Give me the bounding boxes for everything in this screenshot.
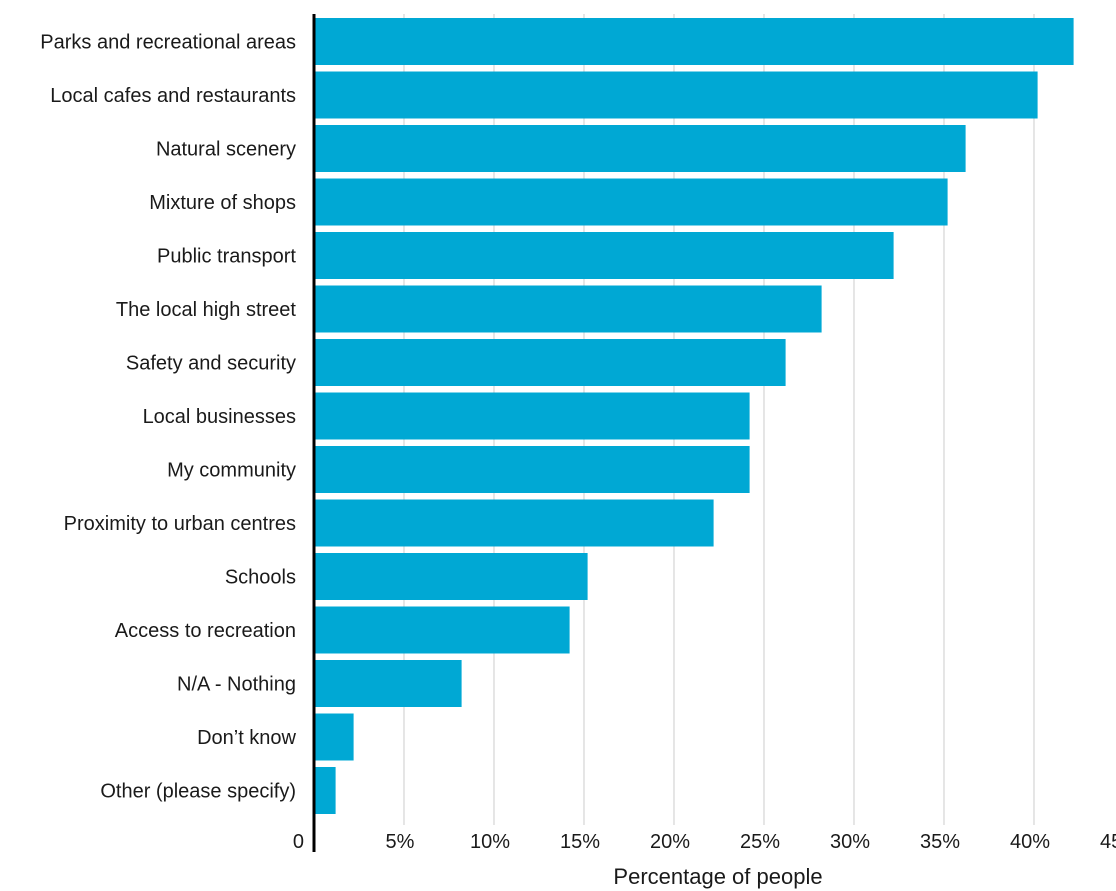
- bar: [314, 18, 1074, 65]
- category-label: My community: [167, 460, 296, 482]
- category-label: Public transport: [157, 246, 296, 268]
- category-label: Schools: [225, 567, 296, 589]
- bar: [314, 339, 786, 386]
- bar: [314, 71, 1038, 119]
- x-tick-label: 0: [293, 831, 304, 853]
- category-label: N/A - Nothing: [177, 674, 296, 696]
- bar: [314, 446, 750, 493]
- category-labels: Parks and recreational areas Local cafes …: [40, 32, 296, 803]
- category-label: Don’t know: [197, 727, 296, 749]
- category-label: Natural scenery: [156, 139, 296, 161]
- bar: [314, 125, 966, 172]
- bar: [314, 285, 822, 333]
- bar: [314, 606, 570, 654]
- x-tick-label: 40%: [1010, 831, 1050, 853]
- category-label: Local cafes and restaurants: [50, 85, 296, 107]
- x-tick-label: 15%: [560, 831, 600, 853]
- x-tick-label: 30%: [830, 831, 870, 853]
- category-label: The local high street: [116, 299, 297, 321]
- x-tick-label: 5%: [386, 831, 415, 853]
- bar: [314, 767, 336, 814]
- bar: [314, 178, 948, 226]
- bar: [314, 392, 750, 440]
- x-tick-label: 35%: [920, 831, 960, 853]
- x-tick-label: 25%: [740, 831, 780, 853]
- category-label: Safety and security: [126, 353, 296, 375]
- bar: [314, 660, 462, 707]
- x-tick-label: 10%: [470, 831, 510, 853]
- x-axis-title: Percentage of people: [613, 864, 822, 889]
- category-label: Other (please specify): [100, 781, 296, 803]
- bar: [314, 713, 354, 761]
- bar: [314, 232, 894, 279]
- bar: [314, 553, 588, 600]
- x-tick-label: 20%: [650, 831, 690, 853]
- x-tick-label: 45%: [1100, 831, 1116, 853]
- bar: [314, 499, 714, 547]
- category-label: Mixture of shops: [149, 192, 296, 214]
- bars: [314, 18, 1074, 814]
- category-label: Parks and recreational areas: [40, 32, 296, 54]
- category-label: Local businesses: [143, 406, 296, 428]
- category-label: Proximity to urban centres: [64, 513, 296, 535]
- x-tick-labels: 0 5% 10% 15% 20% 25% 30% 35% 40% 45%: [293, 831, 1116, 853]
- category-label: Access to recreation: [115, 620, 296, 642]
